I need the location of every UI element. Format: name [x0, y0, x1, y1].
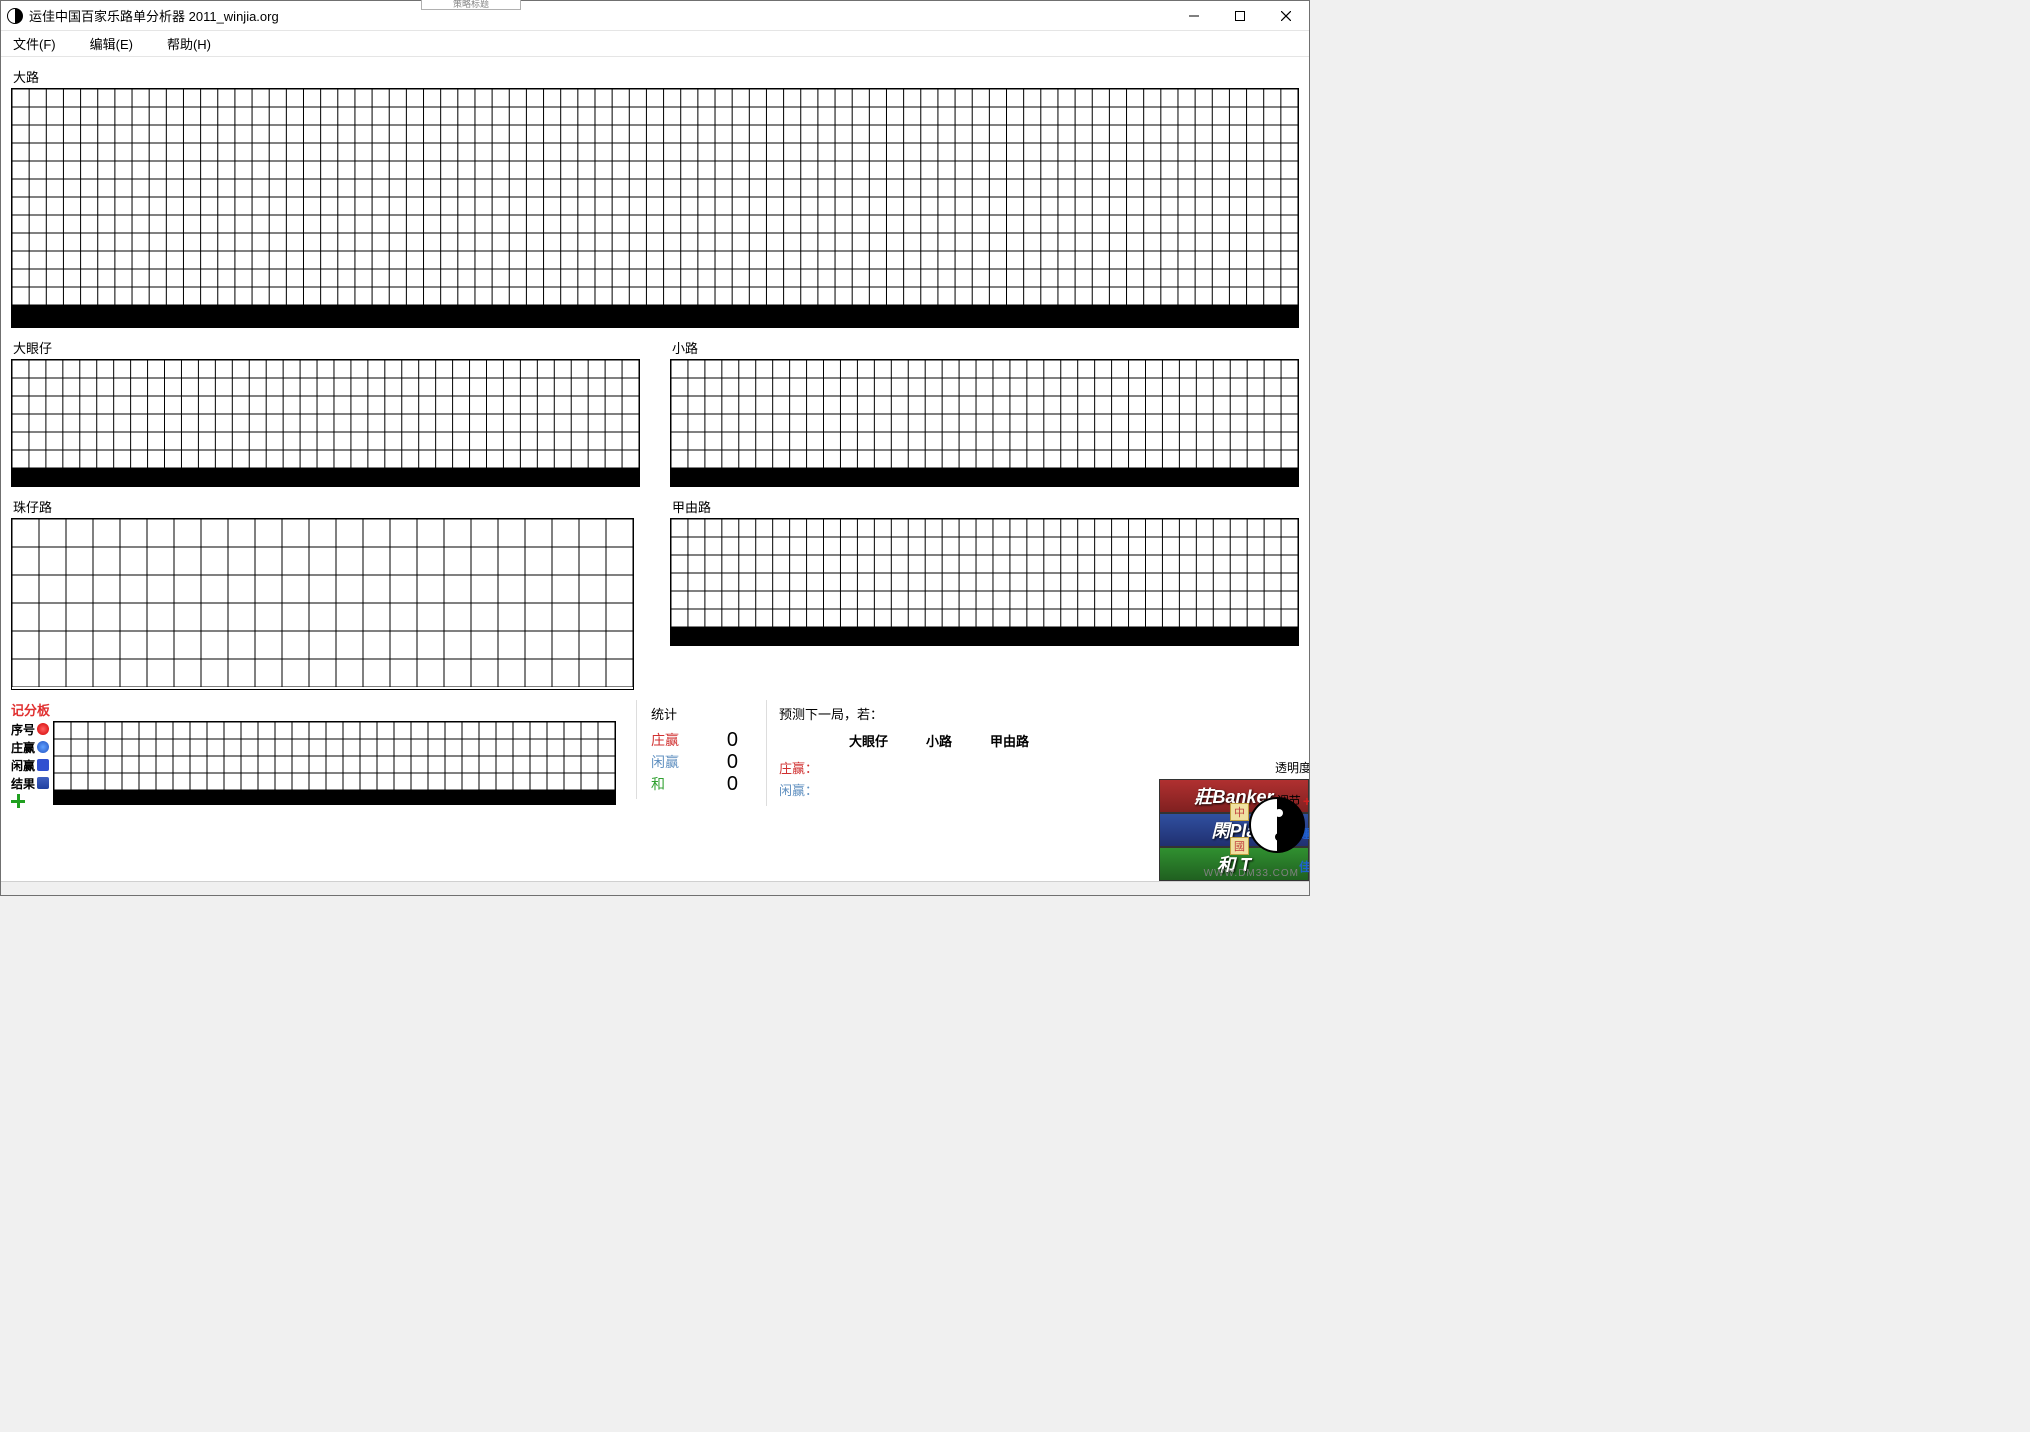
menubar: 文件(F) 编辑(E) 帮助(H) — [1, 31, 1309, 57]
result-card-icon — [37, 777, 49, 789]
row-bigeye-smallroad: 大眼仔 小路 — [11, 334, 1299, 487]
seq-icon — [37, 723, 49, 735]
horizontal-scrollbar[interactable] — [1, 881, 1309, 895]
big-eye-label: 大眼仔 — [13, 338, 640, 357]
player-chip-icon — [37, 759, 49, 771]
scoreboard-label-player: 闲赢 — [11, 757, 35, 774]
transparency-label: 透明度 — [1275, 759, 1309, 776]
close-button[interactable] — [1263, 1, 1309, 30]
minimize-button[interactable] — [1171, 1, 1217, 30]
scoreboard-label-seq: 序号 — [11, 721, 35, 738]
window-title: 运佳中国百家乐路单分析器 2011_winjia.org — [29, 6, 1171, 25]
bead-road-grid[interactable] — [11, 518, 634, 690]
big-road-label: 大路 — [13, 67, 1299, 86]
big-road-grid[interactable] — [11, 88, 1299, 328]
scoreboard-title: 记分板 — [11, 700, 616, 719]
big-eye-grid[interactable] — [11, 359, 640, 487]
bead-road-label: 珠仔路 — [13, 497, 640, 516]
adjust-plus-icon[interactable]: + — [1303, 793, 1309, 809]
yinyang-logo — [1249, 797, 1305, 853]
app-window: 策略标题 运佳中国百家乐路单分析器 2011_winjia.org 文件(F) … — [0, 0, 1310, 896]
small-road-grid[interactable] — [670, 359, 1299, 487]
titlebar: 运佳中国百家乐路单分析器 2011_winjia.org — [1, 1, 1309, 31]
mid-label-guo: 國 — [1230, 837, 1249, 855]
stats-title: 统计 — [651, 704, 738, 723]
app-icon — [7, 8, 23, 24]
menu-file[interactable]: 文件(F) — [7, 32, 62, 55]
maximize-button[interactable] — [1217, 1, 1263, 30]
scoreboard-section: 记分板 序号 庄赢 闲赢 结果 — [11, 700, 616, 809]
watermark-text: WWW.DM33.COM — [1204, 868, 1299, 879]
scoreboard-label-result: 结果 — [11, 775, 35, 792]
add-row-icon[interactable] — [11, 794, 25, 808]
side-jia: 佳 — [1299, 858, 1309, 875]
predict-header-cockroach: 甲由路 — [990, 731, 1029, 750]
scoreboard-grid[interactable] — [53, 721, 616, 805]
stats-tie-label: 和 — [651, 774, 665, 794]
predict-header-bigeye: 大眼仔 — [849, 731, 888, 750]
scoreboard-label-banker: 庄赢 — [11, 739, 35, 756]
predict-banker-label: 庄赢： — [779, 761, 818, 776]
bottom-row: 记分板 序号 庄赢 闲赢 结果 统计 庄赢 0 — [11, 700, 1299, 809]
cockroach-label: 甲由路 — [672, 497, 1299, 516]
stats-banker-value: 0 — [708, 729, 738, 752]
window-controls — [1171, 1, 1309, 30]
menu-help[interactable]: 帮助(H) — [161, 32, 217, 55]
small-road-label: 小路 — [672, 338, 1299, 357]
cockroach-grid[interactable] — [670, 518, 1299, 646]
stats-player-value: 0 — [708, 751, 738, 774]
scoreboard-row-labels: 序号 庄赢 闲赢 结果 — [11, 721, 49, 809]
background-tab-fragment: 策略标题 — [421, 0, 521, 10]
banker-chip-icon — [37, 741, 49, 753]
stats-player-label: 闲赢 — [651, 752, 679, 772]
mid-label-zh: 中 — [1230, 803, 1249, 821]
stats-tie-value: 0 — [708, 773, 738, 796]
prediction-title: 预测下一局，若： — [779, 704, 1295, 723]
menu-edit[interactable]: 编辑(E) — [84, 32, 139, 55]
stats-banker-label: 庄赢 — [651, 730, 679, 750]
predict-player-label: 闲赢： — [779, 783, 818, 798]
row-bead-cockroach: 珠仔路 甲由路 — [11, 493, 1299, 690]
prediction-headers: 大眼仔 小路 甲由路 — [849, 731, 1295, 750]
predict-header-smallroad: 小路 — [926, 731, 952, 750]
stats-box: 统计 庄赢 0 闲赢 0 和 0 — [636, 700, 746, 799]
content-area: 大路 大眼仔 小路 珠仔路 甲由路 — [1, 57, 1309, 881]
